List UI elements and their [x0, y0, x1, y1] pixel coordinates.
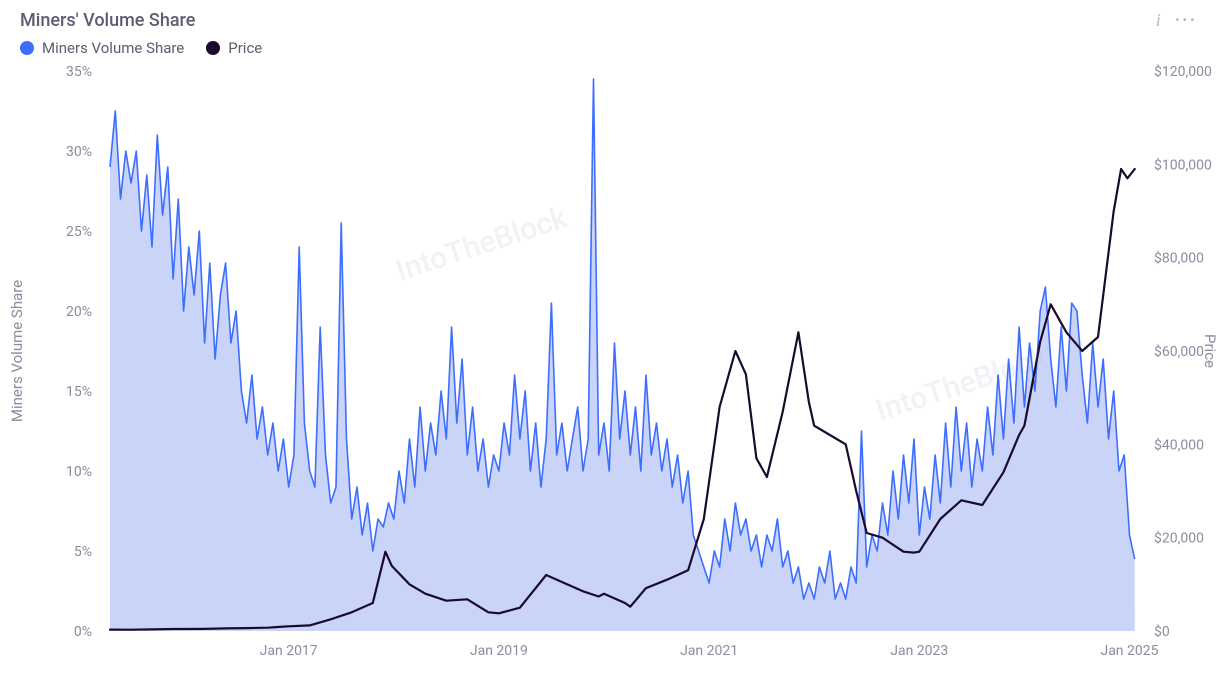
svg-text:Jan 2025: Jan 2025 [1100, 643, 1158, 659]
svg-text:Jan 2017: Jan 2017 [260, 643, 318, 659]
chart-legend: Miners Volume Share Price [0, 31, 1217, 61]
chart-svg: IntoTheBlockIntoTheBlock0%5%10%15%20%25%… [0, 61, 1217, 681]
svg-text:$20,000: $20,000 [1154, 530, 1204, 547]
chart-title: Miners' Volume Share [20, 10, 195, 31]
svg-text:IntoTheBlock: IntoTheBlock [392, 200, 572, 288]
svg-text:5%: 5% [74, 544, 92, 560]
svg-text:$0: $0 [1154, 623, 1170, 640]
legend-label-price: Price [228, 39, 262, 57]
svg-text:35%: 35% [66, 64, 92, 80]
svg-text:Jan 2019: Jan 2019 [470, 643, 528, 659]
svg-text:$60,000: $60,000 [1154, 343, 1204, 360]
chart-header: Miners' Volume Share i ··· [0, 0, 1217, 31]
svg-text:Miners Volume Share: Miners Volume Share [8, 280, 26, 422]
legend-label-volume: Miners Volume Share [42, 39, 184, 57]
svg-text:Jan 2021: Jan 2021 [680, 643, 738, 659]
legend-item-volume[interactable]: Miners Volume Share [20, 39, 184, 57]
svg-text:15%: 15% [66, 384, 92, 400]
svg-text:Jan 2023: Jan 2023 [890, 643, 948, 659]
info-icon[interactable]: i [1156, 10, 1161, 31]
svg-text:0%: 0% [74, 624, 92, 640]
header-actions: i ··· [1156, 10, 1197, 31]
svg-text:$40,000: $40,000 [1154, 436, 1204, 453]
svg-text:25%: 25% [66, 224, 92, 240]
legend-item-price[interactable]: Price [206, 39, 262, 57]
svg-text:$120,000: $120,000 [1154, 63, 1212, 80]
svg-text:$100,000: $100,000 [1154, 156, 1212, 173]
more-icon[interactable]: ··· [1175, 10, 1197, 31]
legend-swatch-volume [20, 41, 34, 55]
svg-text:Price: Price [1201, 334, 1217, 368]
legend-swatch-price [206, 41, 220, 55]
svg-text:$80,000: $80,000 [1154, 250, 1204, 267]
chart-area: IntoTheBlockIntoTheBlock0%5%10%15%20%25%… [0, 61, 1217, 681]
svg-text:30%: 30% [66, 144, 92, 160]
svg-text:20%: 20% [66, 304, 92, 320]
svg-text:10%: 10% [66, 464, 92, 480]
